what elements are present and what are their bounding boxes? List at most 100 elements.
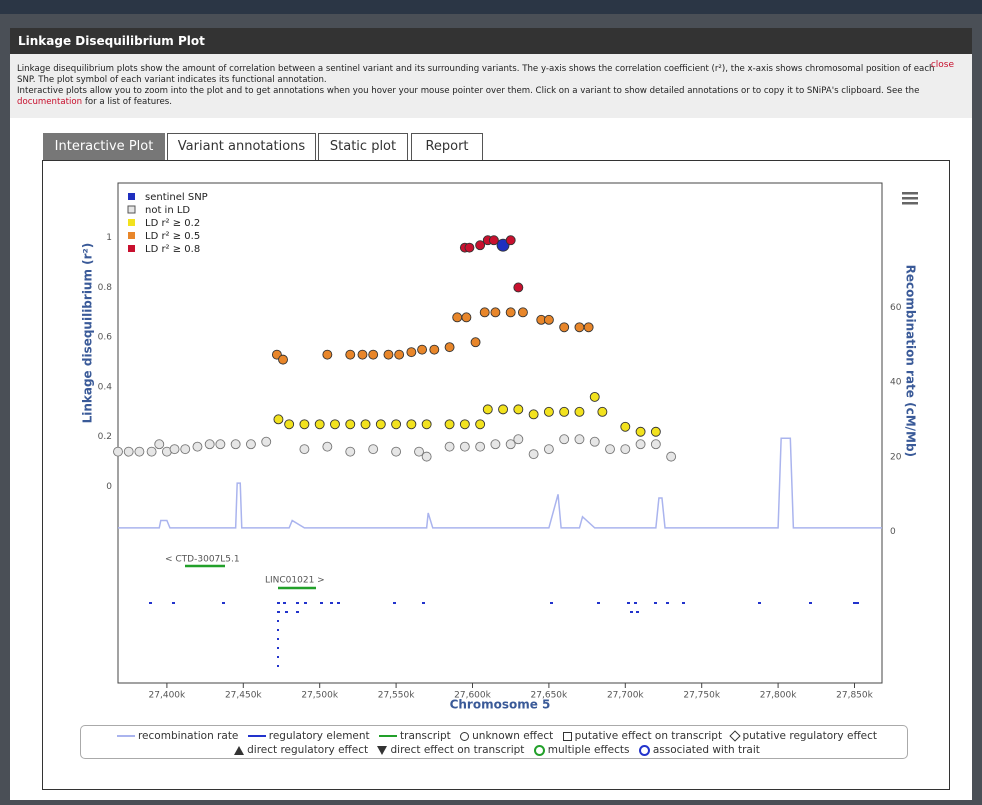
variant-point xyxy=(368,349,379,360)
variant-point xyxy=(360,419,371,430)
variant-point xyxy=(517,307,528,318)
legend-label: unknown effect xyxy=(472,730,554,742)
legend-label: LD r² ≥ 0.5 xyxy=(145,231,200,242)
variant-point xyxy=(357,349,368,360)
variant-point xyxy=(169,444,180,455)
variant-point xyxy=(574,406,585,417)
bottom-legend: recombination rate regulatory element tr… xyxy=(80,725,908,759)
variant-point xyxy=(406,419,417,430)
close-link[interactable]: close xyxy=(930,60,954,70)
variant-point xyxy=(368,444,379,455)
legend-label: not in LD xyxy=(145,205,190,216)
variant-point xyxy=(574,434,585,445)
y2-axis-title: Recombination rate (cM/Mb) xyxy=(904,265,918,457)
variant-point xyxy=(391,446,402,457)
legend-label: associated with trait xyxy=(652,744,760,756)
x-tick-label: 27,650k xyxy=(531,691,568,701)
variant-point xyxy=(146,446,157,457)
menu-icon[interactable] xyxy=(902,192,918,205)
variant-point xyxy=(475,441,486,452)
variant-point xyxy=(559,322,570,333)
legend-label: multiple effects xyxy=(547,744,630,756)
variant-point xyxy=(299,444,310,455)
variant-point xyxy=(498,404,509,415)
variant-point xyxy=(505,307,516,318)
regulatory-elements xyxy=(149,602,859,667)
variant-point xyxy=(589,391,600,402)
panel-title: Linkage Disequilibrium Plot xyxy=(10,28,972,54)
description-text: Linkage disequilibrium plots show the am… xyxy=(17,64,935,85)
x-tick-label: 27,800k xyxy=(760,691,797,701)
variant-point xyxy=(134,446,145,457)
variant-point xyxy=(559,406,570,417)
tab[interactable]: Variant annotations xyxy=(167,133,316,160)
variant-point xyxy=(245,439,256,450)
variant-point xyxy=(479,307,490,318)
y-tick-label: 0.8 xyxy=(98,283,113,293)
y2-tick-label: 60 xyxy=(890,303,902,313)
legend-label: putative effect on transcript xyxy=(574,730,723,742)
variant-point xyxy=(375,419,386,430)
x-tick-label: 27,850k xyxy=(836,691,873,701)
x-tick-label: 27,400k xyxy=(149,691,186,701)
variant-point xyxy=(459,419,470,430)
variant-point xyxy=(464,242,475,253)
y2-tick-label: 40 xyxy=(890,378,902,388)
variant-point xyxy=(605,444,615,455)
variant-point xyxy=(204,439,215,450)
variant-point xyxy=(215,439,226,450)
legend-symbol xyxy=(127,205,136,214)
variant-point xyxy=(490,439,501,450)
x-tick-label: 27,500k xyxy=(301,691,338,701)
y-tick-label: 0.6 xyxy=(98,333,113,343)
variant-point xyxy=(635,426,646,437)
legend-symbol xyxy=(562,731,572,741)
tab[interactable]: Report xyxy=(411,133,483,160)
legend-label: sentinel SNP xyxy=(145,192,208,203)
variant-point xyxy=(192,441,203,452)
variant-point xyxy=(414,446,424,457)
variant-point xyxy=(543,444,554,455)
variant-point xyxy=(113,446,123,457)
variant-point xyxy=(345,446,356,457)
variant-point xyxy=(345,349,356,360)
x-tick-label: 27,600k xyxy=(454,691,491,701)
documentation-link[interactable]: documentation xyxy=(17,97,83,107)
x-tick-label: 27,750k xyxy=(683,691,720,701)
variant-point xyxy=(417,344,428,355)
legend-symbol xyxy=(234,745,245,755)
variant-point xyxy=(421,419,432,430)
description-text: Interactive plots allow you to zoom into… xyxy=(10,86,972,108)
y-tick-label: 0 xyxy=(106,482,112,492)
legend-symbol xyxy=(128,232,135,239)
variant-point xyxy=(666,451,677,462)
y-tick-label: 0.4 xyxy=(98,382,113,392)
legend-symbol xyxy=(116,735,135,737)
variant-point xyxy=(444,419,455,430)
variant-point xyxy=(394,349,405,360)
variant-point xyxy=(583,322,594,333)
variant-point xyxy=(488,235,499,246)
variant-point xyxy=(429,344,440,355)
tab[interactable]: Interactive Plot xyxy=(43,133,165,160)
variant-point xyxy=(482,404,493,415)
legend-symbol xyxy=(533,744,545,756)
legend-symbol xyxy=(128,193,135,200)
variant-point xyxy=(299,419,310,430)
text: Interactive plots allow you to zoom into… xyxy=(17,86,920,96)
variant-point xyxy=(589,436,600,447)
gene-label: < CTD-3007L5.1 xyxy=(165,555,240,565)
tab[interactable]: Static plot xyxy=(318,133,408,160)
variant-point xyxy=(391,419,402,430)
variant-point xyxy=(444,441,455,452)
legend-label: putative regulatory effect xyxy=(742,730,878,742)
legend-label: recombination rate xyxy=(137,730,239,742)
legend-label: LD r² ≥ 0.2 xyxy=(145,218,200,229)
variant-point xyxy=(475,240,486,251)
variant-point xyxy=(444,342,455,353)
legend-label: LD r² ≥ 0.8 xyxy=(145,244,200,255)
variant-point xyxy=(513,404,524,415)
legend-label: transcript xyxy=(400,730,451,742)
